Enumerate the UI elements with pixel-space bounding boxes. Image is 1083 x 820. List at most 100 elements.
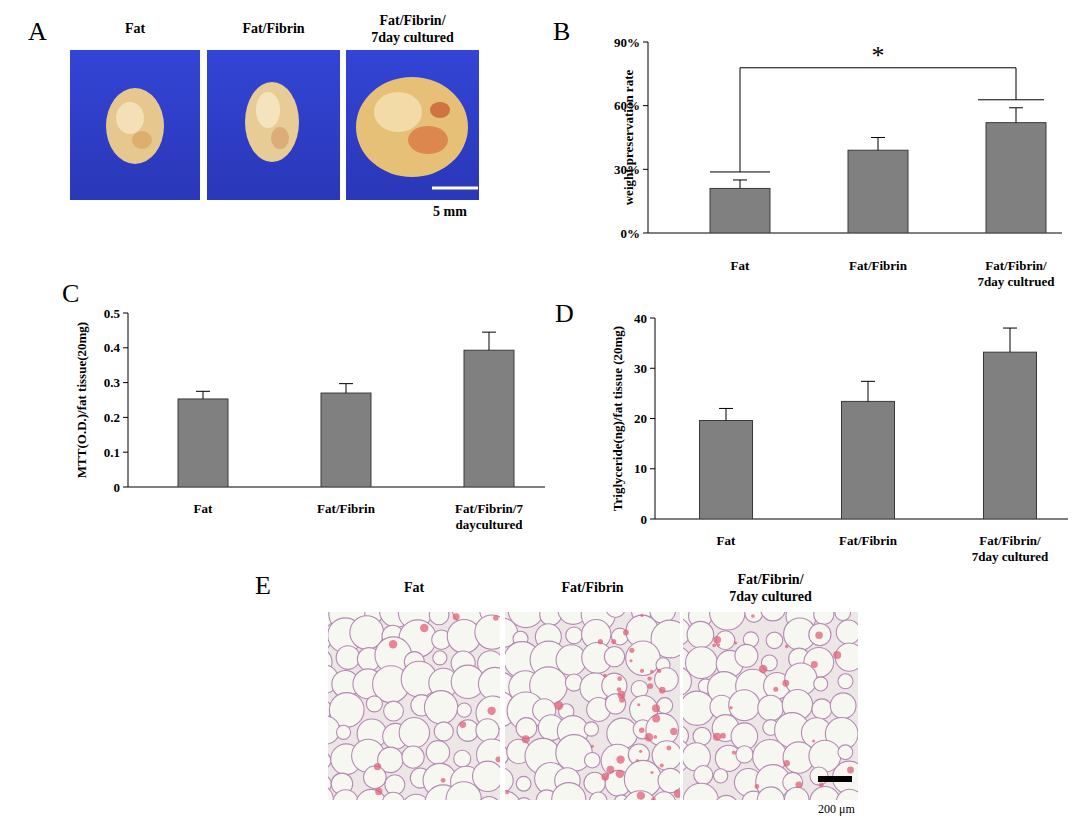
stain	[637, 703, 640, 706]
bracket-side	[740, 68, 741, 172]
y-axis-label: Triglyceride(ng)/fat tissue (20mg)	[610, 326, 625, 511]
error-cap	[861, 381, 875, 382]
photo-label-line: 7day cultured	[371, 30, 454, 45]
photo	[70, 50, 200, 200]
histology	[683, 612, 858, 800]
tissue	[271, 127, 289, 149]
stain	[782, 680, 789, 687]
x-tick-label: Fat/Fibrin	[839, 533, 898, 548]
adipocyte	[683, 783, 718, 800]
tissue	[106, 88, 164, 164]
stain	[651, 797, 656, 800]
stain	[717, 643, 720, 646]
bar	[700, 421, 753, 519]
histology-label: Fat/Fibrin/7day cultured	[729, 572, 812, 604]
adipocyte	[552, 783, 586, 800]
adipocyte	[584, 722, 598, 736]
photo-label: Fat	[125, 21, 146, 36]
y-axis	[655, 318, 656, 519]
x-tick-label-line: 7day cultured	[972, 549, 1049, 564]
adipocyte	[736, 746, 753, 763]
adipocyte	[836, 789, 858, 800]
adipocyte	[658, 768, 680, 792]
histology-label-line: 7day cultured	[729, 589, 812, 604]
adipocyte	[366, 696, 382, 712]
y-tick-label-line: 40	[634, 311, 647, 326]
stain	[734, 641, 737, 644]
adipocyte	[382, 792, 404, 800]
y-tick-label-line: 90%	[614, 35, 640, 50]
adipocyte	[729, 690, 760, 721]
y-tick-label-line: 10	[634, 461, 647, 476]
y-tick	[123, 347, 128, 348]
adipocyte	[838, 674, 853, 689]
photo-background	[346, 50, 479, 200]
stain	[619, 697, 625, 703]
y-tick-label-line: 0.2	[104, 410, 120, 425]
tissue	[408, 126, 448, 154]
stain	[652, 715, 660, 723]
adipocyte	[424, 691, 457, 724]
stain	[420, 624, 428, 632]
stain	[674, 789, 680, 798]
stain	[591, 745, 594, 748]
adipocyte	[655, 668, 679, 692]
y-tick	[123, 452, 128, 453]
x-tick-label: Fat/Fibrin/7day cultrued	[978, 258, 1056, 289]
panel-letter-line: E	[255, 571, 271, 600]
adipocyte	[830, 693, 856, 719]
photo-label: Fat/Fibrin	[242, 21, 304, 36]
y-tick-label: 0	[641, 512, 648, 527]
stain	[637, 791, 645, 799]
adipocyte	[475, 615, 500, 649]
y-tick-label-line: 0.5	[104, 306, 121, 321]
stain	[732, 750, 736, 754]
panel-letter-line: C	[62, 279, 79, 308]
bracket-foot	[978, 99, 1044, 100]
x-tick-label-line: Fat/Fibrin	[849, 258, 908, 273]
y-tick-label-line: 20	[634, 411, 647, 426]
x-tick-label: Fat/Fibrin	[317, 501, 376, 516]
stain	[783, 760, 789, 766]
adipocyte	[505, 768, 513, 793]
error-bar	[482, 332, 496, 350]
y-tick-label: 20	[634, 411, 647, 426]
y-tick	[643, 169, 648, 170]
panel-letter: B	[553, 17, 570, 46]
y-tick	[123, 313, 128, 314]
adipocyte	[814, 612, 834, 625]
stain	[554, 701, 563, 710]
y-axis-label-line: MTT(O.D.)/fat tissue(20mg)	[74, 322, 89, 478]
error-cap	[719, 408, 733, 409]
photo	[207, 50, 340, 200]
scale-bar-label: 200 μm	[818, 802, 855, 816]
y-axis	[648, 42, 649, 233]
adipocyte	[454, 750, 471, 767]
histology	[505, 612, 680, 800]
stain	[650, 771, 653, 774]
photo-background	[207, 50, 340, 200]
y-tick-label: 0%	[621, 226, 641, 241]
adipocyte	[657, 698, 673, 714]
stain	[645, 733, 654, 742]
chart: 00.10.20.30.40.5MTT(O.D.)/fat tissue(20m…	[74, 306, 545, 533]
stain	[819, 783, 824, 788]
y-tick-label-line: 0.1	[104, 445, 120, 460]
adipocyte	[426, 741, 449, 764]
error-bar	[871, 138, 885, 151]
stain	[623, 630, 629, 636]
y-tick-label: 90%	[614, 35, 640, 50]
adipocyte	[566, 627, 583, 644]
y-tick	[650, 468, 655, 469]
stain	[712, 643, 716, 647]
error-bar	[719, 408, 733, 420]
adipocyte	[694, 765, 713, 784]
panel-letter: A	[28, 17, 47, 46]
tissue	[245, 82, 299, 162]
adipocyte	[758, 695, 784, 721]
adipocyte	[653, 792, 676, 800]
x-tick-label-line: Fat	[717, 533, 736, 548]
adipocyte	[745, 612, 763, 622]
error-cap	[196, 391, 210, 392]
adipocyte	[814, 677, 828, 691]
